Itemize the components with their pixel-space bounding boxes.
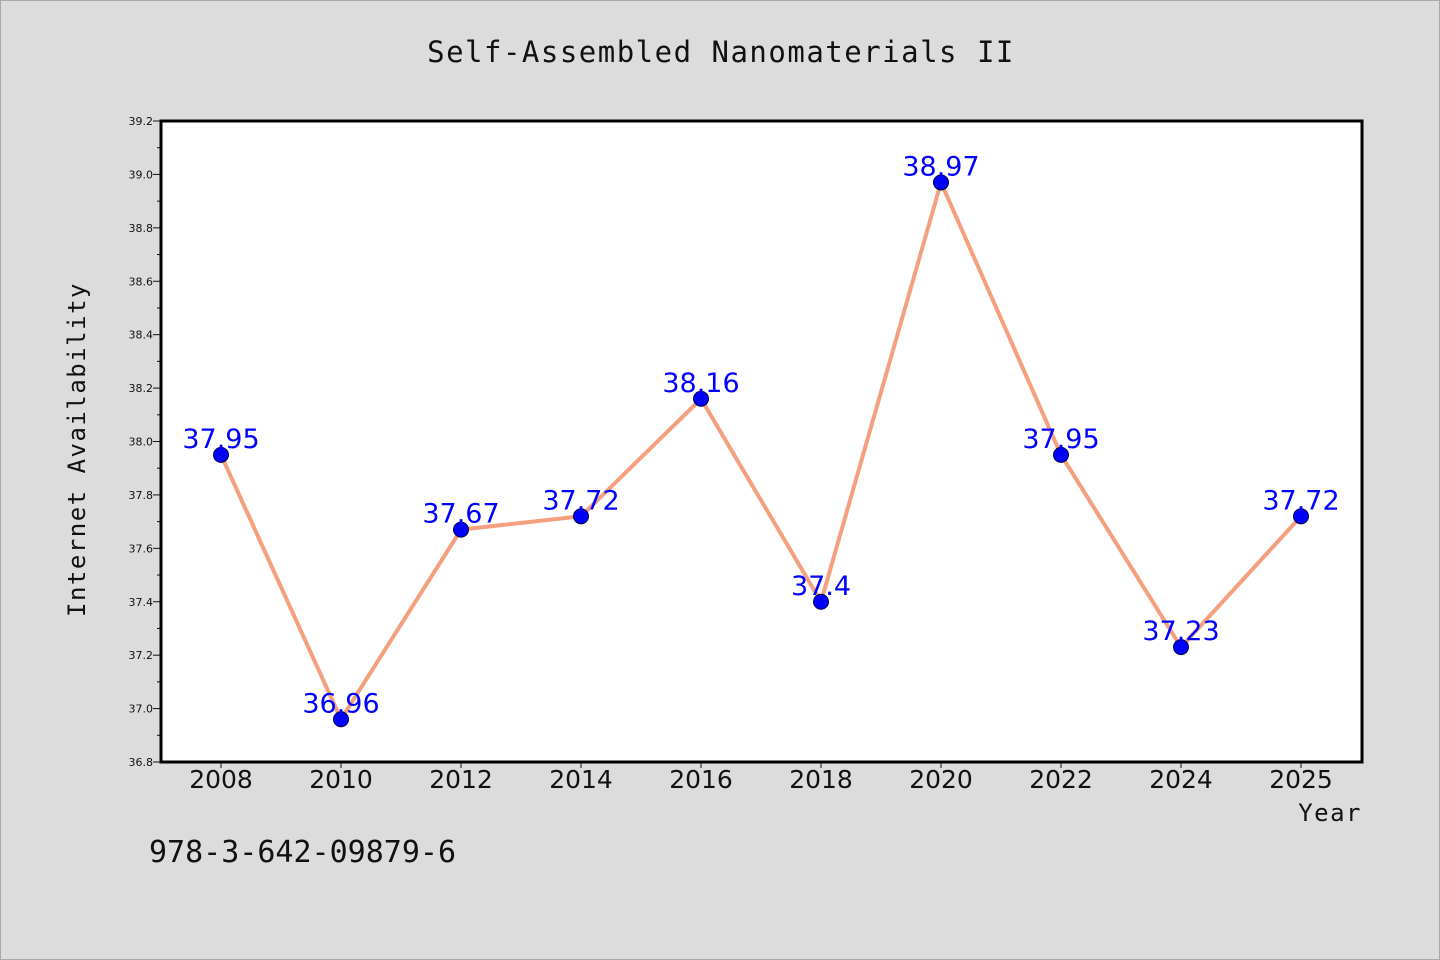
x-tick-label: 2012	[429, 765, 493, 794]
x-tick-label: 2014	[549, 765, 613, 794]
y-tick-label: 37.0	[129, 703, 154, 716]
y-axis-title: Internet Availability	[63, 282, 91, 617]
y-tick-label: 38.0	[129, 436, 154, 449]
data-point	[933, 174, 949, 191]
data-label: 37.95	[182, 424, 259, 455]
y-tick-label: 38.6	[129, 275, 154, 288]
y-tick-label: 38.8	[129, 222, 154, 235]
x-tick-label: 2020	[909, 765, 973, 794]
data-point	[1173, 639, 1189, 656]
data-label: 38.16	[662, 368, 739, 399]
x-tick-label: 2025	[1269, 765, 1333, 794]
x-axis-title: Year	[1298, 799, 1362, 827]
x-tick-label: 2022	[1029, 765, 1093, 794]
data-label: 37.67	[422, 499, 499, 530]
data-label: 38.97	[902, 151, 979, 182]
data-point	[813, 593, 829, 610]
data-label: 37.72	[542, 485, 619, 516]
data-point	[1053, 446, 1069, 463]
series-line	[219, 180, 1303, 722]
plot-frame	[159, 119, 1364, 764]
data-label: 36.96	[302, 688, 379, 719]
data-label: 37.4	[791, 571, 851, 602]
y-tick-label: 37.8	[129, 489, 154, 502]
y-tick-label: 37.4	[129, 596, 154, 609]
y-tick-label: 38.4	[129, 329, 154, 342]
data-point	[693, 390, 709, 407]
data-point	[333, 711, 349, 728]
plot-area	[161, 121, 1362, 762]
chart-title: Self-Assembled Nanomaterials II	[427, 35, 1015, 69]
y-tick-label: 39.0	[129, 168, 154, 181]
data-label: 37.72	[1262, 485, 1339, 516]
x-tick-label: 2018	[789, 765, 853, 794]
x-tick-label: 2024	[1149, 765, 1213, 794]
data-label: 37.95	[1022, 424, 1099, 455]
x-tick-label: 2010	[309, 765, 373, 794]
x-tick-label: 2008	[189, 765, 253, 794]
data-point	[1293, 508, 1309, 525]
footer-code: 978-3-642-09879-6	[149, 835, 457, 870]
data-point	[453, 521, 469, 538]
y-tick-label: 37.2	[129, 649, 154, 662]
x-tick-label: 2016	[669, 765, 733, 794]
data-label: 37.23	[1142, 616, 1219, 647]
data-point	[573, 508, 589, 525]
y-tick-label: 37.6	[129, 542, 154, 555]
data-point	[213, 446, 229, 463]
y-tick-label: 36.8	[129, 756, 154, 769]
y-tick-label: 38.2	[129, 382, 154, 395]
y-tick-label: 39.2	[129, 115, 154, 128]
